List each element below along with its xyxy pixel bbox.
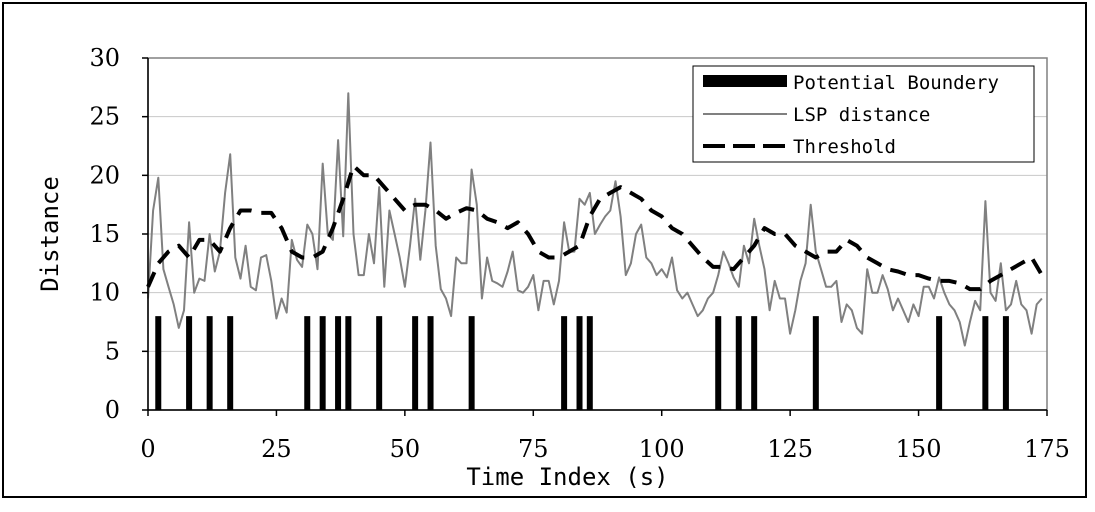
- boundary-bar-14: [586, 316, 593, 410]
- legend-label-lsp-distance: LSP distance: [793, 104, 930, 126]
- y-tick-labels: 0 5 10 15 20 25 30: [89, 44, 120, 424]
- boundary-bar-21: [1002, 316, 1009, 410]
- boundary-bar-2: [206, 316, 213, 410]
- legend: Potential Boundery LSP distance Threshol…: [692, 65, 1035, 163]
- x-tick-label-25: 25: [261, 435, 292, 463]
- boundary-bar-18: [812, 316, 819, 410]
- y-tick-label-30: 30: [89, 44, 120, 72]
- x-tick-label-100: 100: [639, 435, 685, 463]
- x-tick-label-75: 75: [518, 435, 549, 463]
- y-tick-label-15: 15: [89, 220, 120, 248]
- legend-label-potential-boundary: Potential Boundery: [793, 72, 999, 94]
- boundary-bar-9: [412, 316, 419, 410]
- boundary-bar-13: [576, 316, 583, 410]
- x-tick-labels: 0 25 50 75 100 125 150 175: [140, 435, 1070, 463]
- boundary-bar-10: [427, 316, 434, 410]
- boundary-bar-17: [751, 316, 758, 410]
- threshold-line: [146, 163, 1048, 292]
- boundary-bar-12: [561, 316, 568, 410]
- boundary-bar-11: [468, 316, 475, 410]
- boundary-bar-4: [304, 316, 311, 410]
- boundary-bar-7: [345, 316, 352, 410]
- boundary-bar-3: [227, 316, 234, 410]
- y-tick-label-10: 10: [89, 279, 120, 307]
- boundary-bar-8: [376, 316, 383, 410]
- x-tick-label-0: 0: [140, 435, 155, 463]
- lsp-distance-series: [147, 92, 1043, 347]
- y-tick-label-5: 5: [105, 337, 120, 365]
- legend-swatch-potential-boundary: [703, 75, 787, 87]
- lsp-distance-line: [147, 92, 1043, 347]
- x-tick-label-175: 175: [1024, 435, 1070, 463]
- y-tick-label-20: 20: [89, 161, 120, 189]
- x-tick-label-150: 150: [896, 435, 942, 463]
- y-tick-label-0: 0: [105, 396, 120, 424]
- boundary-bar-5: [319, 316, 326, 410]
- boundary-bar-19: [936, 316, 943, 410]
- boundary-bar-15: [715, 316, 722, 410]
- x-axis-title: Time Index (s): [466, 463, 668, 491]
- boundary-bar-0: [155, 316, 162, 410]
- axes: [142, 57, 1048, 416]
- boundary-bar-20: [982, 316, 989, 410]
- boundary-bar-1: [186, 316, 193, 410]
- boundary-bar-16: [735, 316, 742, 410]
- x-tick-label-50: 50: [390, 435, 421, 463]
- y-tick-label-25: 25: [89, 103, 120, 131]
- threshold-series: [146, 163, 1048, 292]
- potential-boundary-bars: [155, 316, 1009, 410]
- boundary-bar-6: [335, 316, 342, 410]
- y-axis-title: Distance: [36, 176, 64, 292]
- legend-label-threshold: Threshold: [793, 136, 896, 158]
- x-tick-label-125: 125: [767, 435, 813, 463]
